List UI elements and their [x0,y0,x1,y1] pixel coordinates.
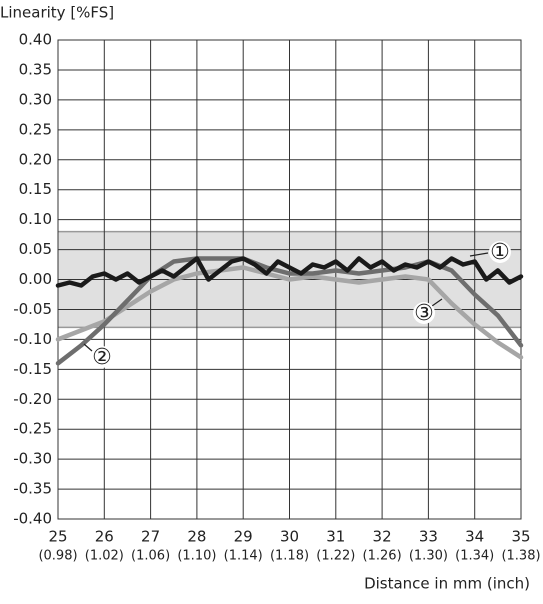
series-line [55,256,524,366]
y-tick-label: -0.25 [13,420,52,438]
x-tick-sublabel: (1.06) [131,549,170,564]
plot-frame [57,39,522,520]
annotation-leader [469,252,489,257]
y-tick-label: -0.15 [13,360,52,378]
y-tick-label: 0.00 [19,270,52,288]
x-tick-label: 26 [95,528,114,546]
x-tick-sublabel: (0.98) [38,549,77,564]
x-tick-sublabel: (1.18) [270,549,309,564]
y-axis-title: Linearity [%FS] [0,4,114,22]
series-line [55,265,524,360]
x-tick-sublabel: (1.02) [85,549,124,564]
x-tick-label: 28 [187,528,206,546]
x-tick-label: 30 [280,528,299,546]
x-tick-sublabel: (1.30) [409,549,448,564]
y-tick-label: 0.10 [19,210,52,228]
x-tick-label: 35 [511,528,530,546]
y-tick-label: -0.30 [13,450,52,468]
x-axis-title: Distance in mm (inch) [364,575,530,593]
annotation-bg [489,241,511,263]
x-tick-label: 34 [465,528,484,546]
y-tick-label: 0.40 [19,31,52,49]
y-tick-label: 0.05 [19,240,52,258]
annotation-bg [91,346,113,368]
series-line [55,256,524,288]
y-tick-label: -0.10 [13,330,52,348]
y-tick-label: 0.25 [19,120,52,138]
x-tick-sublabel: (1.38) [501,549,540,564]
annotation-leader [83,343,93,352]
series-label: ② [92,345,112,370]
x-tick-label: 27 [141,528,160,546]
y-tick-label: 0.20 [19,150,52,168]
x-tick-label: 33 [419,528,438,546]
y-tick-label: -0.40 [13,510,52,528]
x-tick-sublabel: (1.22) [316,549,355,564]
x-tick-label: 31 [326,528,345,546]
annotation-leader [431,298,443,307]
x-tick-sublabel: (1.26) [363,549,402,564]
series-label: ③ [414,301,434,326]
x-tick-sublabel: (1.14) [224,549,263,564]
y-tick-label: -0.20 [13,390,52,408]
y-tick-label: 0.35 [19,60,52,78]
y-tick-label: 0.15 [19,180,52,198]
y-tick-label: -0.05 [13,300,52,318]
x-tick-sublabel: (1.10) [177,549,216,564]
series-label: ① [490,240,510,265]
annotation-bg [413,302,435,324]
y-tick-label: 0.30 [19,90,52,108]
x-tick-label: 29 [234,528,253,546]
x-tick-label: 25 [48,528,67,546]
x-tick-label: 32 [373,528,392,546]
x-tick-sublabel: (1.34) [455,549,494,564]
y-tick-label: -0.35 [13,480,52,498]
